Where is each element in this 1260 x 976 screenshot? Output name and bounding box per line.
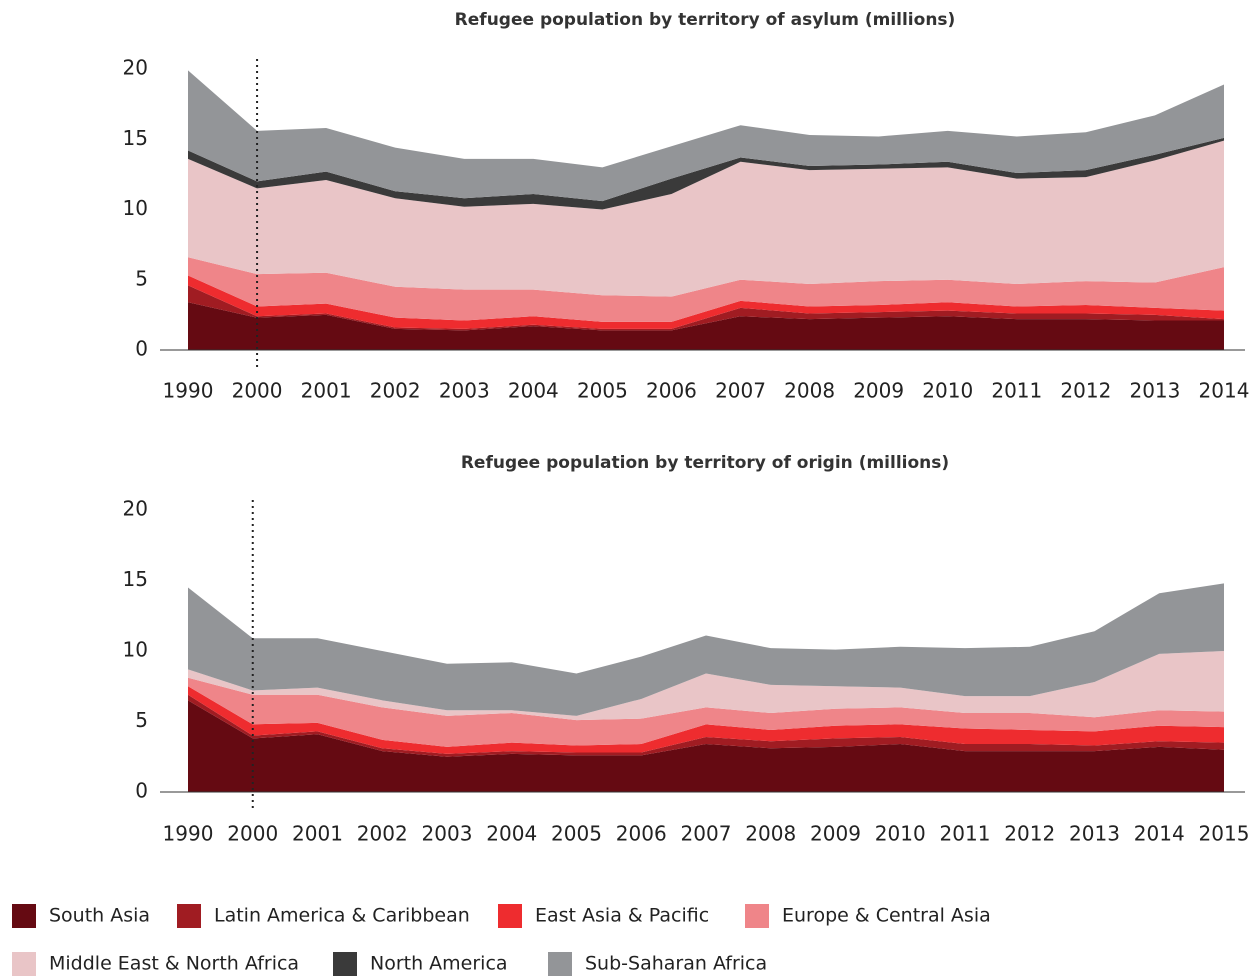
legend: South Asia Latin America & Caribbean East … [12,904,991,976]
x-tick-label: 2014 [1134,822,1185,846]
y-tick-label: 0 [135,337,148,361]
area [188,140,1224,297]
x-tick-label: 2009 [810,822,861,846]
legend-label: Europe & Central Asia [782,905,991,927]
x-tick-label: 2007 [715,379,766,403]
x-tick-label: 2003 [422,822,473,846]
legend-label: East Asia & Pacific [535,905,709,927]
y-tick-label: 15 [123,126,148,150]
x-tick-label: 2000 [227,822,278,846]
x-tick-label: 2008 [745,822,796,846]
x-tick-label: 2012 [1060,379,1111,403]
x-tick-label: 2002 [370,379,421,403]
area [188,275,1224,329]
x-tick-label: 2001 [301,379,352,403]
area [188,583,1224,716]
legend-swatch [177,904,201,928]
x-tick-label: 2004 [486,822,537,846]
x-tick-label: 2006 [646,379,697,403]
x-tick-label: 2014 [1199,379,1250,403]
area [188,70,1224,202]
x-tick-label: 2015 [1199,822,1250,846]
x-tick-label: 2001 [292,822,343,846]
area [188,137,1224,210]
area [188,257,1224,322]
y-tick-label: 20 [123,497,148,521]
x-tick-label: 1990 [163,379,214,403]
area [188,651,1224,721]
x-tick-label: 2006 [616,822,667,846]
x-tick-label: 1990 [163,822,214,846]
legend-label: Middle East & North Africa [49,953,299,975]
chart: Refugee population by territory of asylu… [123,10,1250,403]
legend-label: North America [370,953,508,975]
area [188,700,1224,792]
legend-label: Latin America & Caribbean [214,905,470,927]
legend-swatch [498,904,522,928]
legend-label: Sub-Saharan Africa [585,953,767,975]
area [188,686,1224,754]
area [188,302,1224,350]
x-tick-label: 2005 [551,822,602,846]
x-tick-label: 2007 [681,822,732,846]
y-tick-label: 0 [135,779,148,803]
area [188,285,1224,331]
x-tick-label: 2012 [1004,822,1055,846]
y-tick-label: 10 [123,196,148,220]
x-tick-label: 2013 [1129,379,1180,403]
chart: Refugee population by territory of origi… [123,453,1250,846]
chart-title: Refugee population by territory of asylu… [455,10,956,30]
y-tick-label: 5 [135,708,148,732]
x-tick-label: 2010 [875,822,926,846]
legend-swatch [12,904,36,928]
x-tick-label: 2000 [232,379,283,403]
x-tick-label: 2013 [1069,822,1120,846]
x-tick-label: 2011 [991,379,1042,403]
chart-title: Refugee population by territory of origi… [461,453,949,473]
x-tick-label: 2004 [508,379,559,403]
y-tick-label: 5 [135,266,148,290]
y-tick-label: 10 [123,638,148,662]
x-tick-label: 2002 [357,822,408,846]
legend-label: South Asia [49,905,150,927]
y-tick-label: 20 [123,56,148,80]
x-tick-label: 2003 [439,379,490,403]
y-tick-label: 15 [123,567,148,591]
x-tick-label: 2005 [577,379,628,403]
x-tick-label: 2010 [922,379,973,403]
legend-swatch [548,952,572,976]
x-tick-label: 2009 [853,379,904,403]
x-tick-label: 2011 [940,822,991,846]
legend-swatch [333,952,357,976]
x-tick-label: 2008 [784,379,835,403]
area [188,677,1224,747]
legend-swatch [12,952,36,976]
legend-swatch [745,904,769,928]
